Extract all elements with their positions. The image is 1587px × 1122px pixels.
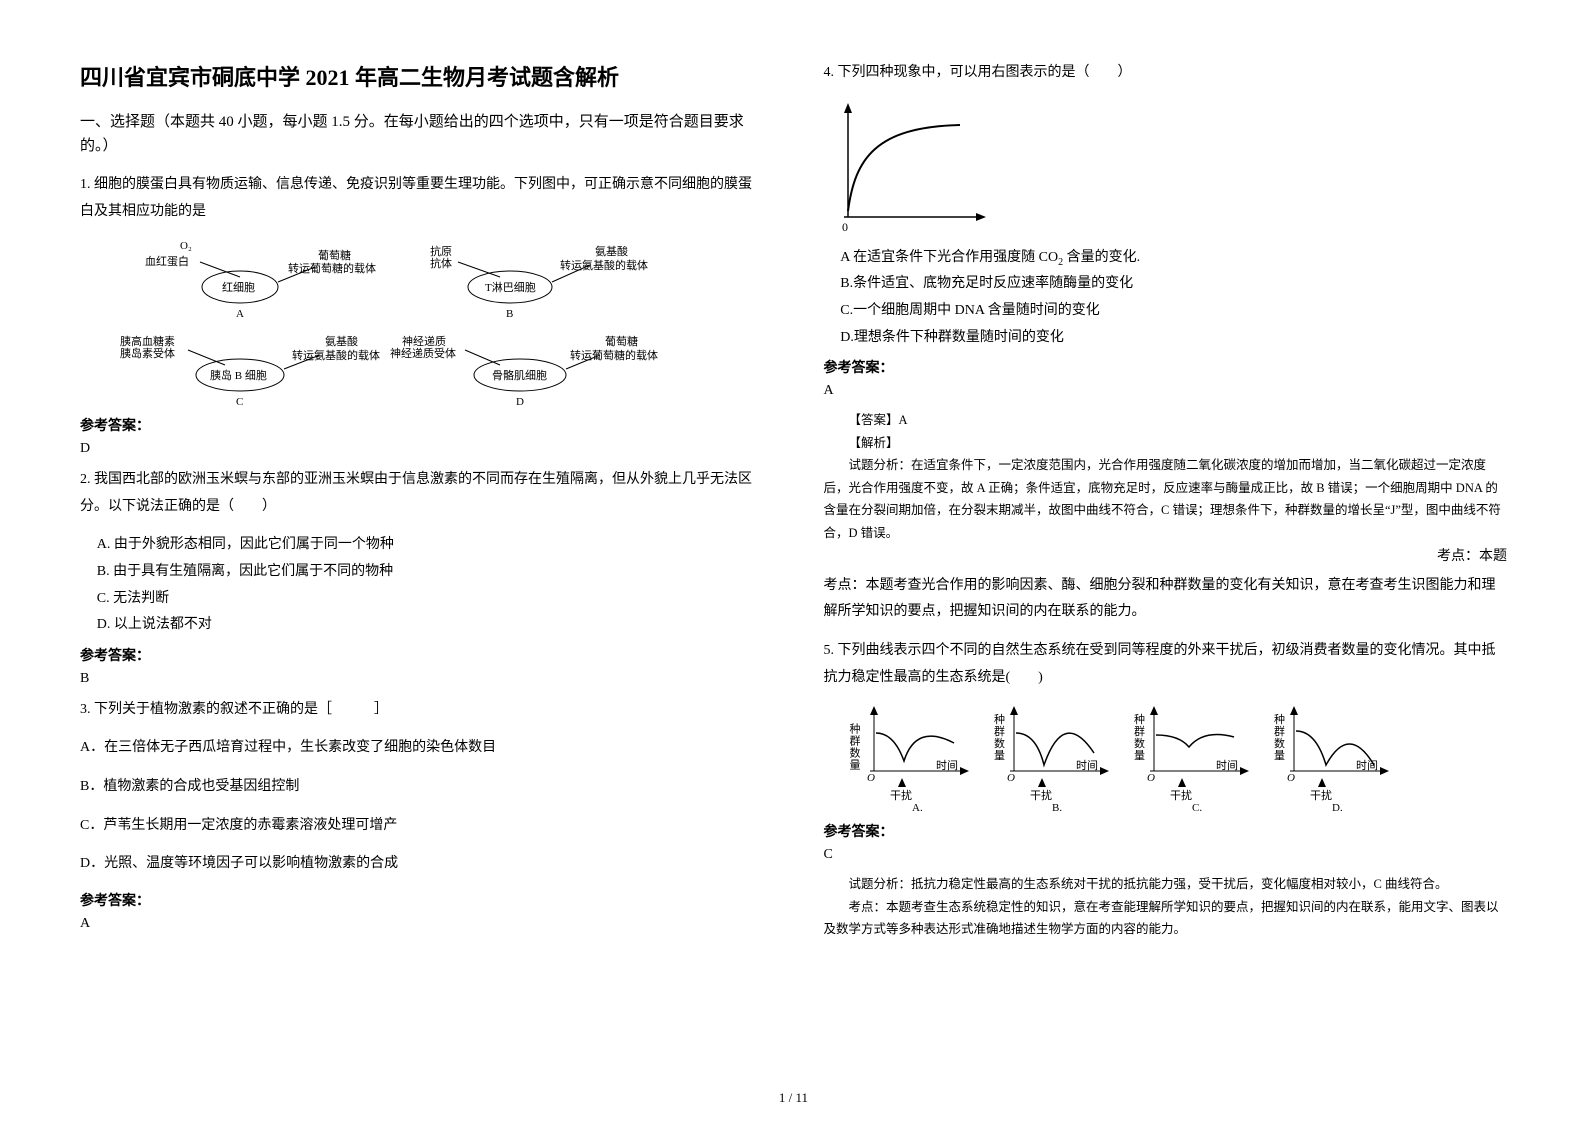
page-title: 四川省宜宾市硐底中学 2021 年高二生物月考试题含解析: [80, 60, 764, 92]
q5-exp2: 考点：本题考查生态系统稳定性的知识，意在考查能理解所学知识的要点，把握知识间的内…: [824, 896, 1508, 941]
q1-answer: D: [80, 441, 764, 457]
svg-text:O: O: [867, 772, 875, 784]
q2-opt-d: D. 以上说法都不对: [97, 612, 764, 639]
svg-text:数: 数: [1274, 737, 1285, 750]
page-number: 1 / 11: [779, 1090, 808, 1106]
svg-text:胰岛 B 细胞: 胰岛 B 细胞: [210, 368, 267, 382]
q1-stem: 1. 细胞的膜蛋白具有物质运输、信息传递、免疫识别等重要生理功能。下列图中，可正…: [80, 172, 764, 225]
svg-text:时间: 时间: [1216, 759, 1238, 772]
q5-answer-label: 参考答案：: [824, 821, 1508, 841]
svg-text:骨骼肌细胞: 骨骼肌细胞: [492, 368, 547, 382]
q5-diagram: 种 群 数 量 O 时间 干扰 A.: [844, 703, 1508, 813]
q3-opt-c: C．芦苇生长期用一定浓度的赤霉素溶液处理可增产: [80, 813, 764, 840]
q5-stem: 5. 下列曲线表示四个不同的自然生态系统在受到同等程度的外来干扰后，初级消费者数…: [824, 638, 1508, 691]
q4-exp-body: 试题分析：在适宜条件下，一定浓度范围内，光合作用强度随二氧化碳浓度的增加而增加，…: [824, 454, 1508, 544]
q2-opt-c: C. 无法判断: [97, 586, 764, 613]
q4-stem: 4. 下列四种现象中，可以用右图表示的是（ ）: [824, 60, 1508, 87]
svg-text:种: 种: [1274, 712, 1285, 726]
svg-text:干扰: 干扰: [1170, 788, 1192, 802]
q3-opt-a: A．在三倍体无子西瓜培育过程中，生长素改变了细胞的染色体数目: [80, 735, 764, 762]
svg-text:量: 量: [1134, 749, 1145, 762]
svg-text:T淋巴细胞: T淋巴细胞: [485, 281, 536, 294]
q4-exp-head2: 【解析】: [824, 432, 1508, 455]
q4-opt-a-pre: A 在适宜条件下光合作用强度随 CO: [840, 250, 1058, 265]
q3-answer: A: [80, 916, 764, 932]
q2-opt-a: A. 由于外貌形态相同，因此它们属于同一个物种: [97, 532, 764, 559]
svg-text:时间: 时间: [936, 759, 958, 772]
q2-stem: 2. 我国西北部的欧洲玉米螟与东部的亚洲玉米螟由于信息激素的不同而存在生殖隔离，…: [80, 467, 764, 520]
svg-text:种: 种: [994, 712, 1005, 726]
q4-exp-tail-lead: 考点：本题: [824, 544, 1508, 571]
q5-exp1: 试题分析：抵抗力稳定性最高的生态系统对干扰的抵抗能力强，受干扰后，变化幅度相对较…: [824, 873, 1508, 896]
svg-text:红细胞: 红细胞: [222, 281, 255, 294]
svg-text:A.: A.: [912, 802, 923, 813]
svg-text:数: 数: [848, 747, 861, 759]
svg-text:B: B: [506, 308, 513, 320]
svg-text:群: 群: [848, 734, 861, 746]
svg-text:神经递质: 神经递质: [402, 334, 446, 348]
svg-text:O: O: [1287, 772, 1295, 784]
svg-text:D.: D.: [1332, 802, 1343, 813]
svg-text:B.: B.: [1052, 802, 1062, 813]
svg-text:氨基酸: 氨基酸: [325, 334, 358, 348]
svg-text:量: 量: [994, 749, 1005, 762]
svg-text:C: C: [236, 396, 243, 407]
q4-opt-c: C.一个细胞周期中 DNA 含量随时间的变化: [840, 298, 1507, 325]
q4-curve: 0: [830, 99, 1508, 237]
svg-text:胰岛素受体: 胰岛素受体: [120, 346, 175, 360]
svg-text:群: 群: [1274, 724, 1285, 738]
svg-text:干扰: 干扰: [1310, 788, 1332, 802]
svg-text:C.: C.: [1192, 802, 1202, 813]
svg-text:0: 0: [842, 220, 848, 234]
svg-text:抗体: 抗体: [430, 256, 452, 270]
q2-answer: B: [80, 671, 764, 687]
q3-opt-b: B．植物激素的合成也受基因组控制: [80, 774, 764, 801]
q1-diagram: O₂ 血红蛋白 红细胞 葡萄糖 转运葡萄糖的载体 A 抗原 抗体 T淋巴细胞: [110, 237, 764, 407]
svg-text:种: 种: [1134, 712, 1145, 726]
svg-text:葡萄糖: 葡萄糖: [318, 248, 351, 262]
q4-opt-a-suf: 含量的变化.: [1063, 250, 1140, 265]
section-heading: 一、选择题（本题共 40 小题，每小题 1.5 分。在每小题给出的四个选项中，只…: [80, 110, 764, 158]
q3-answer-label: 参考答案：: [80, 890, 764, 910]
q4-exp-tail: 考点：本题考查光合作用的影响因素、酶、细胞分裂和种群数量的变化有关知识，意在考查…: [824, 573, 1508, 626]
svg-text:转运氨基酸的载体: 转运氨基酸的载体: [560, 258, 648, 272]
svg-text:转运葡萄糖的载体: 转运葡萄糖的载体: [570, 348, 658, 362]
q4-opt-a: A 在适宜条件下光合作用强度随 CO2 含量的变化.: [840, 245, 1507, 272]
svg-text:转运氨基酸的载体: 转运氨基酸的载体: [292, 348, 380, 362]
svg-text:葡萄糖: 葡萄糖: [605, 334, 638, 348]
q5-answer: C: [824, 847, 1508, 863]
svg-text:抗原: 抗原: [430, 244, 452, 258]
q1-answer-label: 参考答案：: [80, 415, 764, 435]
svg-text:时间: 时间: [1076, 759, 1098, 772]
svg-text:群: 群: [1134, 724, 1145, 738]
svg-text:量: 量: [848, 759, 861, 770]
q2-opt-b: B. 由于具有生殖隔离，因此它们属于不同的物种: [97, 559, 764, 586]
svg-text:干扰: 干扰: [890, 788, 912, 802]
q4-exp-head: 【答案】A: [824, 409, 1508, 432]
q4-opt-d: D.理想条件下种群数量随时间的变化: [840, 325, 1507, 352]
q4-opt-b: B.条件适宜、底物充足时反应速率随酶量的变化: [840, 271, 1507, 298]
svg-text:数: 数: [1134, 737, 1145, 750]
svg-text:干扰: 干扰: [1030, 788, 1052, 802]
svg-text:胰高血糖素: 胰高血糖素: [120, 334, 175, 348]
svg-text:O₂: O₂: [180, 240, 192, 252]
svg-text:O: O: [1007, 772, 1015, 784]
svg-text:数: 数: [994, 737, 1005, 750]
svg-text:血红蛋白: 血红蛋白: [145, 254, 189, 268]
svg-text:D: D: [516, 396, 524, 407]
svg-text:氨基酸: 氨基酸: [595, 244, 628, 258]
svg-text:量: 量: [1274, 749, 1285, 762]
svg-text:神经递质受体: 神经递质受体: [390, 346, 456, 360]
q4-answer: A: [824, 383, 1508, 399]
q2-answer-label: 参考答案：: [80, 645, 764, 665]
q4-answer-label: 参考答案：: [824, 357, 1508, 377]
svg-text:O: O: [1147, 772, 1155, 784]
svg-text:群: 群: [994, 724, 1005, 738]
svg-text:时间: 时间: [1356, 759, 1378, 772]
svg-text:转运葡萄糖的载体: 转运葡萄糖的载体: [288, 261, 376, 275]
q3-opt-d: D．光照、温度等环境因子可以影响植物激素的合成: [80, 851, 764, 878]
svg-text:种: 种: [848, 722, 861, 734]
svg-text:A: A: [236, 308, 244, 320]
q3-stem: 3. 下列关于植物激素的叙述不正确的是［ ］: [80, 697, 764, 724]
